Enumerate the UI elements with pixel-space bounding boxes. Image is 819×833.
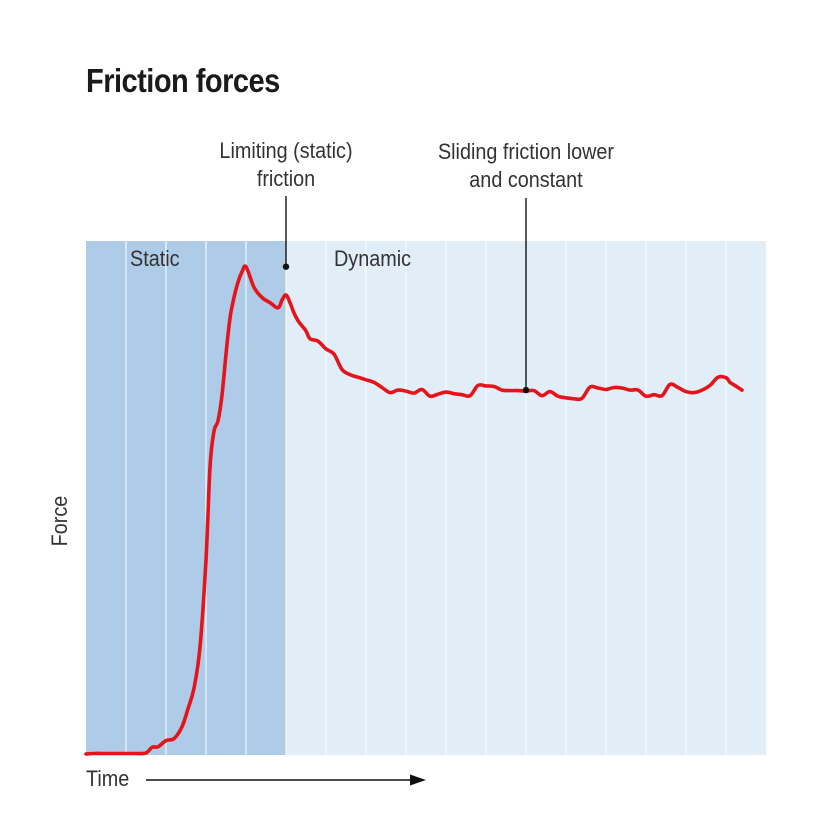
annotation-sliding-friction: Sliding friction lower and constant (414, 138, 637, 194)
annotation-sliding-line-1: Sliding friction lower (437, 139, 615, 164)
y-axis-label: Force (47, 495, 72, 547)
annotation-limiting-point (282, 263, 290, 270)
chart-title: Friction forces (86, 62, 280, 99)
annotation-limiting-friction: Limiting (static) friction (205, 137, 367, 193)
annotation-sliding-line-2: and constant (469, 167, 583, 192)
annotation-sliding-point (522, 386, 530, 394)
region-label-static: Static (130, 246, 180, 271)
time-arrow-head (410, 774, 426, 786)
force-series-line (84, 264, 744, 756)
x-axis-label: Time (86, 766, 130, 791)
annotation-limiting-line-2: friction (256, 166, 316, 191)
region-static (86, 241, 286, 755)
region-label-dynamic: Dynamic (334, 246, 412, 271)
annotation-limiting-line-1: Limiting (static) (219, 138, 353, 163)
